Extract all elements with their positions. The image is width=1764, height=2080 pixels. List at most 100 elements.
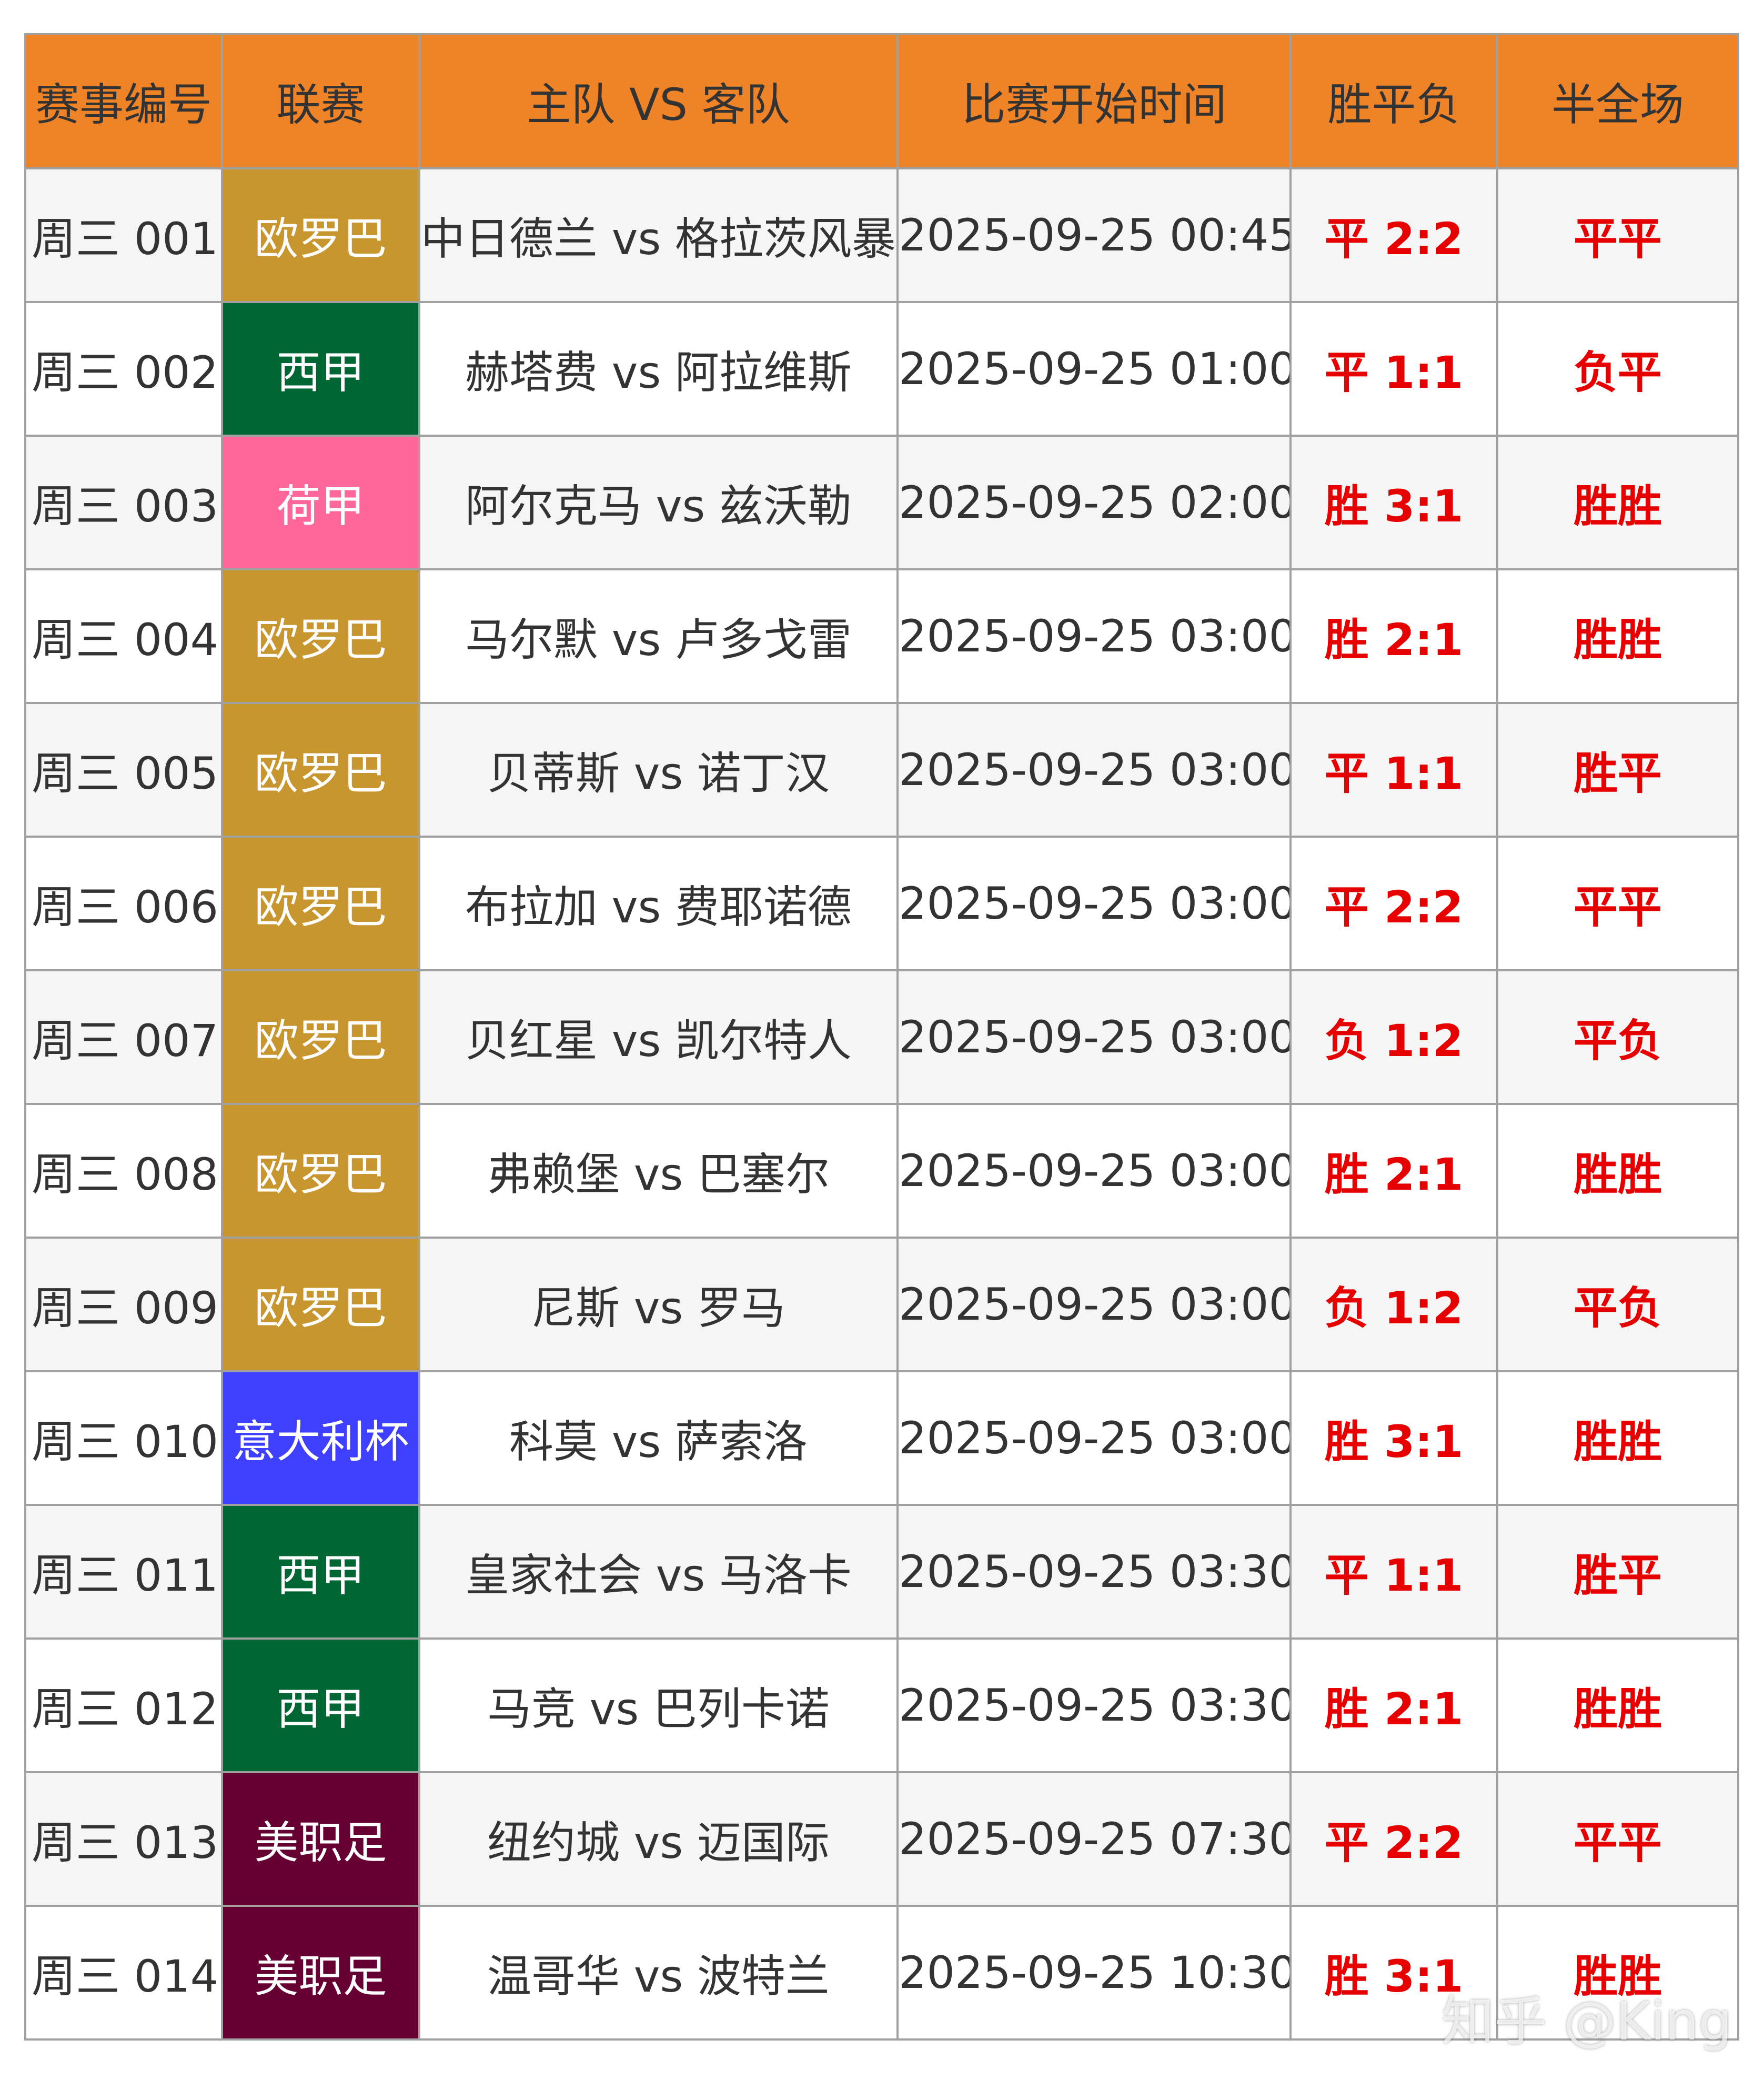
start-time: 2025-09-25 03:00 [896,1370,1292,1506]
table-row: 周三 010 意大利杯 科莫 vs 萨索洛 2025-09-25 03:00 胜 3:1… [24,1370,1739,1506]
half-full: 胜胜 [1496,1637,1739,1773]
result: 胜 3:1 [1289,1905,1498,2041]
league: 欧罗巴 [221,836,420,971]
match-id: 周三 006 [24,836,223,971]
league: 美职足 [221,1771,420,1907]
start-time: 2025-09-25 03:00 [896,1237,1292,1372]
start-time: 2025-09-25 03:00 [896,568,1292,704]
half-full: 胜平 [1496,702,1739,838]
league: 西甲 [221,1504,420,1640]
result: 平 1:1 [1289,702,1498,838]
teams: 贝红星 vs 凯尔特人 [418,969,899,1105]
teams: 贝蒂斯 vs 诺丁汉 [418,702,899,838]
table-body: 周三 001 欧罗巴 中日德兰 vs 格拉茨风暴 2025-09-25 00:45 平 … [24,167,1739,2041]
start-time: 2025-09-25 01:00 [896,301,1292,437]
match-id: 周三 014 [24,1905,223,2041]
result: 平 2:2 [1289,836,1498,971]
table-row: 周三 007 欧罗巴 贝红星 vs 凯尔特人 2025-09-25 03:00 负 1:… [24,969,1739,1105]
teams: 马竞 vs 巴列卡诺 [418,1637,899,1773]
half-full: 胜胜 [1496,1103,1739,1239]
table-row: 周三 011 西甲 皇家社会 vs 马洛卡 2025-09-25 03:30 平 1:1… [24,1504,1739,1640]
result: 负 1:2 [1289,1237,1498,1372]
teams: 阿尔克马 vs 兹沃勒 [418,435,899,570]
teams: 温哥华 vs 波特兰 [418,1905,899,2041]
half-full: 胜胜 [1496,568,1739,704]
teams: 中日德兰 vs 格拉茨风暴 [418,167,899,303]
match-id: 周三 010 [24,1370,223,1506]
start-time: 2025-09-25 02:00 [896,435,1292,570]
result: 胜 3:1 [1289,435,1498,570]
match-id: 周三 002 [24,301,223,437]
start-time: 2025-09-25 10:30 [896,1905,1292,2041]
result: 平 2:2 [1289,167,1498,303]
table-row: 周三 012 西甲 马竞 vs 巴列卡诺 2025-09-25 03:30 胜 2:1 胜… [24,1637,1739,1773]
table-row: 周三 005 欧罗巴 贝蒂斯 vs 诺丁汉 2025-09-25 03:00 平 1:1… [24,702,1739,838]
league: 西甲 [221,1637,420,1773]
match-id: 周三 011 [24,1504,223,1640]
column-header: 联赛 [221,33,420,169]
column-header: 比赛开始时间 [896,33,1292,169]
table-row: 周三 001 欧罗巴 中日德兰 vs 格拉茨风暴 2025-09-25 00:45 平 … [24,167,1739,303]
half-full: 胜平 [1496,1504,1739,1640]
start-time: 2025-09-25 07:30 [896,1771,1292,1907]
result: 平 1:1 [1289,301,1498,437]
result: 平 2:2 [1289,1771,1498,1907]
league: 西甲 [221,301,420,437]
league: 欧罗巴 [221,167,420,303]
column-header: 胜平负 [1289,33,1498,169]
header-row: 赛事编号 联赛 主队 VS 客队 比赛开始时间 胜平负 半全场 [24,33,1739,169]
half-full: 胜胜 [1496,1370,1739,1506]
table-row: 周三 008 欧罗巴 弗赖堡 vs 巴塞尔 2025-09-25 03:00 胜 2:1… [24,1103,1739,1239]
half-full: 平平 [1496,167,1739,303]
table-row: 周三 002 西甲 赫塔费 vs 阿拉维斯 2025-09-25 01:00 平 1:1… [24,301,1739,437]
match-id: 周三 004 [24,568,223,704]
teams: 科莫 vs 萨索洛 [418,1370,899,1506]
start-time: 2025-09-25 03:30 [896,1504,1292,1640]
half-full: 平平 [1496,836,1739,971]
teams: 弗赖堡 vs 巴塞尔 [418,1103,899,1239]
teams: 纽约城 vs 迈国际 [418,1771,899,1907]
match-id: 周三 003 [24,435,223,570]
match-id: 周三 005 [24,702,223,838]
half-full: 平负 [1496,969,1739,1105]
watermark: 知乎 @King [1442,1991,1732,2052]
column-header: 半全场 [1496,33,1739,169]
league: 欧罗巴 [221,969,420,1105]
league: 欧罗巴 [221,1237,420,1372]
match-id: 周三 007 [24,969,223,1105]
results-table: 赛事编号 联赛 主队 VS 客队 比赛开始时间 胜平负 半全场 周三 001 欧罗巴 中日德兰… [24,33,1739,2041]
table-row: 周三 014 美职足 温哥华 vs 波特兰 2025-09-25 10:30 胜 3:1… [24,1905,1739,2041]
start-time: 2025-09-25 03:00 [896,969,1292,1105]
match-id: 周三 009 [24,1237,223,1372]
column-header: 主队 VS 客队 [418,33,899,169]
teams: 马尔默 vs 卢多戈雷 [418,568,899,704]
result: 负 1:2 [1289,969,1498,1105]
table-row: 周三 003 荷甲 阿尔克马 vs 兹沃勒 2025-09-25 02:00 胜 3:1… [24,435,1739,570]
half-full: 负平 [1496,301,1739,437]
match-id: 周三 012 [24,1637,223,1773]
match-id: 周三 008 [24,1103,223,1239]
teams: 布拉加 vs 费耶诺德 [418,836,899,971]
start-time: 2025-09-25 03:00 [896,836,1292,971]
start-time: 2025-09-25 03:30 [896,1637,1292,1773]
league: 荷甲 [221,435,420,570]
half-full: 胜胜 [1496,435,1739,570]
result: 胜 2:1 [1289,1103,1498,1239]
league: 欧罗巴 [221,1103,420,1239]
league: 美职足 [221,1905,420,2041]
half-full: 平平 [1496,1771,1739,1907]
start-time: 2025-09-25 03:00 [896,702,1292,838]
table-row: 周三 006 欧罗巴 布拉加 vs 费耶诺德 2025-09-25 03:00 平 2:… [24,836,1739,971]
result: 胜 3:1 [1289,1370,1498,1506]
league: 欧罗巴 [221,702,420,838]
half-full: 胜胜 [1496,1905,1739,2041]
start-time: 2025-09-25 00:45 [896,167,1292,303]
match-id: 周三 013 [24,1771,223,1907]
start-time: 2025-09-25 03:00 [896,1103,1292,1239]
teams: 尼斯 vs 罗马 [418,1237,899,1372]
half-full: 平负 [1496,1237,1739,1372]
result: 胜 2:1 [1289,568,1498,704]
teams: 赫塔费 vs 阿拉维斯 [418,301,899,437]
teams: 皇家社会 vs 马洛卡 [418,1504,899,1640]
